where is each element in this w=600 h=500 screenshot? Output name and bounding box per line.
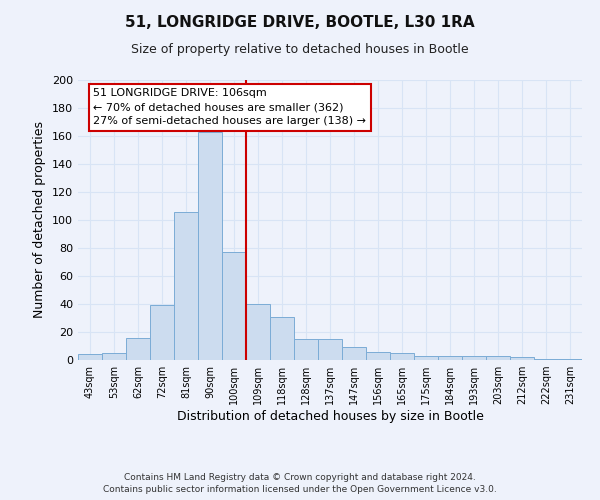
Bar xyxy=(174,212,198,360)
Text: Size of property relative to detached houses in Bootle: Size of property relative to detached ho… xyxy=(131,42,469,56)
Bar xyxy=(294,339,318,360)
Bar xyxy=(78,354,102,360)
Bar xyxy=(318,339,342,360)
Bar xyxy=(222,252,246,360)
Text: Contains public sector information licensed under the Open Government Licence v3: Contains public sector information licen… xyxy=(103,485,497,494)
Text: Contains HM Land Registry data © Crown copyright and database right 2024.: Contains HM Land Registry data © Crown c… xyxy=(124,472,476,482)
Bar xyxy=(246,304,270,360)
Bar xyxy=(390,353,414,360)
Bar xyxy=(486,356,510,360)
Bar xyxy=(126,338,150,360)
Text: 51, LONGRIDGE DRIVE, BOOTLE, L30 1RA: 51, LONGRIDGE DRIVE, BOOTLE, L30 1RA xyxy=(125,15,475,30)
X-axis label: Distribution of detached houses by size in Bootle: Distribution of detached houses by size … xyxy=(176,410,484,423)
Bar xyxy=(366,352,390,360)
Bar xyxy=(510,357,534,360)
Bar xyxy=(438,356,462,360)
Bar xyxy=(150,306,174,360)
Bar xyxy=(534,358,558,360)
Y-axis label: Number of detached properties: Number of detached properties xyxy=(34,122,46,318)
Text: 51 LONGRIDGE DRIVE: 106sqm
← 70% of detached houses are smaller (362)
27% of sem: 51 LONGRIDGE DRIVE: 106sqm ← 70% of deta… xyxy=(93,88,366,126)
Bar xyxy=(342,348,366,360)
Bar xyxy=(414,356,438,360)
Bar xyxy=(198,132,222,360)
Bar xyxy=(270,316,294,360)
Bar xyxy=(462,356,486,360)
Bar xyxy=(558,358,582,360)
Bar xyxy=(102,353,126,360)
